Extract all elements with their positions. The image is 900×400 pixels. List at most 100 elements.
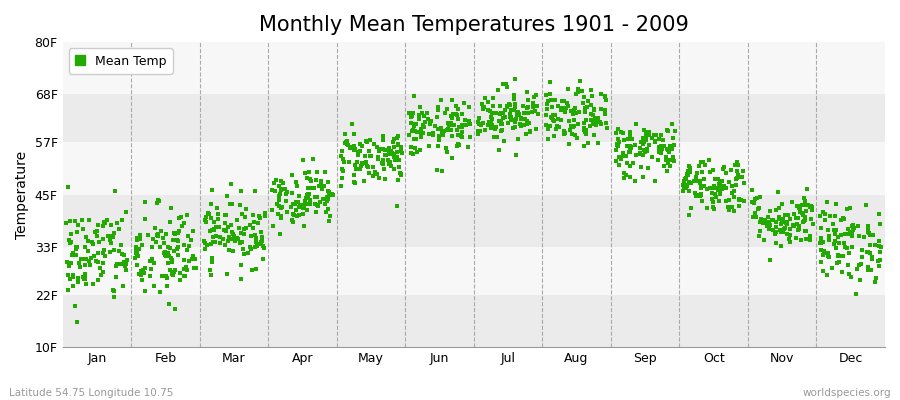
Point [235,210,249,217]
Point [484,120,499,126]
Point [562,118,576,124]
Point [584,111,598,117]
Point [393,148,408,154]
Point [702,168,716,175]
Point [798,197,813,204]
Point [95,223,110,229]
Point [134,242,148,248]
Point [569,109,583,116]
Point [719,170,733,176]
Point [416,122,430,128]
Point [110,261,124,267]
Point [653,150,668,156]
Point [842,231,856,237]
Point [418,119,433,125]
Point [370,144,384,150]
Point [753,216,768,222]
Point [76,274,90,281]
Point [238,214,253,220]
Point [638,149,652,155]
Point [459,122,473,128]
Point [539,122,554,128]
Point [206,226,220,233]
Point [310,168,325,175]
Point [620,142,634,149]
Point [516,103,530,110]
Point [353,166,367,172]
Point [835,269,850,275]
Bar [62,295,885,347]
Point [97,219,112,225]
Point [338,140,353,146]
Point [374,146,388,152]
Point [732,203,746,209]
Point [865,254,879,260]
Point [627,178,642,185]
Point [688,193,703,199]
Point [544,115,559,121]
Point [577,93,591,100]
Point [158,249,173,256]
Point [872,243,886,249]
Point [159,273,174,279]
Point [218,212,232,219]
Point [778,219,793,225]
Point [94,271,108,278]
Point [526,103,540,110]
Point [303,201,318,207]
Point [405,127,419,134]
Point [824,265,839,271]
Point [584,86,598,93]
Point [734,174,748,180]
Point [455,128,470,135]
Point [167,267,182,273]
Point [106,246,121,253]
Point [313,198,328,205]
Point [75,217,89,223]
Point [348,146,363,152]
Point [130,252,145,259]
Point [829,200,843,207]
Point [207,219,221,226]
Point [115,251,130,257]
Point [132,236,147,243]
Point [274,215,288,222]
Point [322,192,337,198]
Point [319,169,333,176]
Point [390,154,404,160]
Point [378,176,392,182]
Point [817,217,832,223]
Point [500,104,515,110]
Point [706,199,720,205]
Point [173,269,187,276]
Point [586,118,600,125]
Point [552,124,566,130]
Point [724,167,738,174]
Point [117,258,131,265]
Point [436,132,450,138]
Point [625,135,639,142]
Point [337,159,351,166]
Point [752,205,766,211]
Point [275,186,290,193]
Point [77,244,92,250]
Point [482,118,497,125]
Point [461,144,475,150]
Point [579,130,593,137]
Point [223,236,238,242]
Point [364,153,378,159]
Point [715,178,729,184]
Point [697,176,711,182]
Point [621,135,635,142]
Point [728,162,742,168]
Point [313,183,328,190]
Point [508,119,522,125]
Point [363,137,377,143]
Point [791,203,806,210]
Point [161,244,176,250]
Point [316,196,330,202]
Point [234,262,248,268]
Point [695,198,709,205]
Point [86,241,100,247]
Point [275,180,290,186]
